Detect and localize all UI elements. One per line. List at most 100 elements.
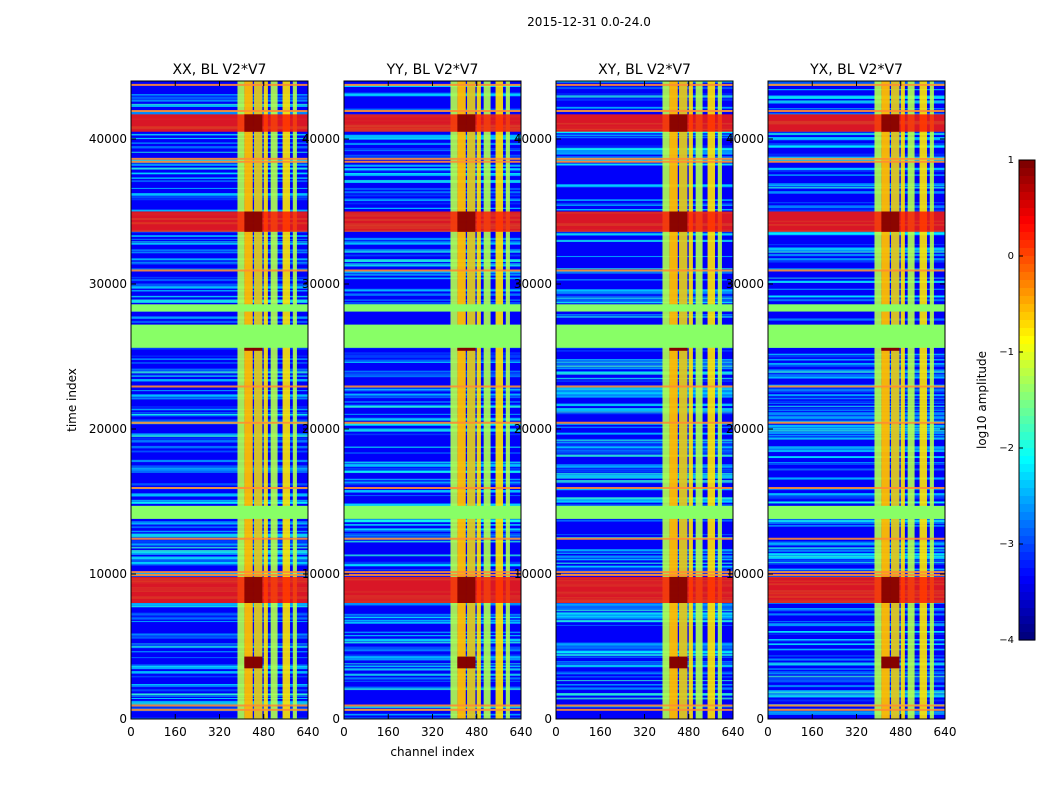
noise-line — [131, 525, 308, 528]
colorbar-segment — [1019, 408, 1035, 417]
colorbar-segment — [1019, 296, 1035, 305]
noise-line — [556, 95, 733, 98]
bright-channel-column — [450, 81, 458, 719]
noise-line — [768, 277, 945, 279]
noise-line — [344, 354, 521, 357]
flagged-band — [768, 304, 945, 312]
noise-line — [344, 688, 521, 691]
noise-line — [768, 400, 945, 402]
noise-line — [768, 693, 945, 695]
noise-line — [556, 163, 733, 166]
noise-line — [131, 278, 308, 282]
noise-line — [131, 196, 308, 199]
noise-line — [556, 438, 733, 441]
noise-line — [344, 533, 521, 536]
bright-channel-column — [237, 81, 245, 719]
noise-line — [556, 488, 733, 491]
noise-line — [131, 209, 308, 212]
noise-line — [344, 568, 521, 571]
noise-line — [344, 238, 521, 240]
noise-line — [344, 658, 521, 660]
x-tick-label: 320 — [208, 725, 231, 739]
noise-line — [768, 376, 945, 379]
noise-line — [768, 559, 945, 562]
heatmap-image — [768, 81, 945, 719]
noise-line — [768, 463, 945, 465]
flagged-band — [556, 324, 733, 348]
noise-line — [556, 464, 733, 468]
noise-line — [131, 540, 308, 543]
x-tick-label: 320 — [845, 725, 868, 739]
noise-line — [768, 639, 945, 642]
noise-line — [131, 95, 308, 98]
y-tick-label: 20000 — [302, 422, 340, 436]
noise-line — [344, 494, 521, 497]
noise-line — [344, 154, 521, 158]
noise-line — [344, 663, 521, 665]
noise-line — [768, 658, 945, 661]
noise-line — [556, 145, 733, 147]
hot-line — [131, 708, 308, 711]
colorbar-segment — [1019, 616, 1035, 625]
noise-line — [768, 247, 945, 250]
hot-line — [344, 421, 521, 424]
noise-line — [131, 522, 308, 525]
noise-line — [344, 273, 521, 275]
noise-line — [556, 131, 733, 134]
colorbar-segment — [1019, 512, 1035, 521]
noise-line — [131, 104, 308, 107]
x-tick-label: 0 — [127, 725, 135, 739]
colorbar-segment — [1019, 624, 1035, 633]
hot-line — [131, 574, 308, 576]
colorbar-tick-label: −4 — [999, 635, 1014, 646]
colorbar-segment — [1019, 400, 1035, 409]
noise-line — [131, 695, 308, 697]
x-tick-label: 160 — [377, 725, 400, 739]
noise-line — [768, 695, 945, 698]
x-tick-label: 320 — [421, 725, 444, 739]
saturated-patch — [244, 576, 263, 603]
heatmap-panel: XY, BL V2*V7 0 160 320 480 640 0 10000 20000 3000… — [514, 62, 745, 739]
y-tick-label: 0 — [119, 712, 127, 726]
noise-line — [556, 361, 733, 363]
noise-line — [131, 437, 308, 440]
noise-line — [131, 440, 308, 443]
noise-line — [131, 177, 308, 180]
noise-line — [556, 606, 733, 609]
noise-line — [768, 519, 945, 521]
noise-line — [556, 209, 733, 211]
noise-line — [131, 146, 308, 149]
noise-line — [344, 563, 521, 566]
noise-line — [131, 561, 308, 564]
noise-line — [131, 689, 308, 692]
y-tick-label: 20000 — [89, 422, 127, 436]
noise-line — [344, 481, 521, 483]
rfi-channel-column — [679, 81, 688, 719]
flagged-band — [344, 505, 521, 519]
noise-line — [556, 566, 733, 569]
noise-line — [768, 137, 945, 140]
noise-line — [556, 202, 733, 205]
noise-line — [131, 137, 308, 140]
saturated-patch — [457, 211, 476, 232]
colorbar-segment — [1019, 200, 1035, 209]
noise-line — [556, 449, 733, 452]
noise-line — [768, 202, 945, 204]
noise-line — [768, 297, 945, 299]
noise-line — [768, 671, 945, 673]
noise-line — [556, 653, 733, 657]
hot-line — [768, 537, 945, 540]
x-tick-label: 480 — [465, 725, 488, 739]
noise-line — [556, 395, 733, 398]
saturated-patch — [669, 576, 688, 603]
noise-line — [131, 646, 308, 649]
hot-line — [344, 708, 521, 711]
noise-line — [768, 690, 945, 692]
colorbar-segment — [1019, 544, 1035, 553]
x-tick-label: 480 — [889, 725, 912, 739]
noise-line — [131, 299, 308, 301]
noise-line — [556, 411, 733, 413]
noise-line — [556, 153, 733, 155]
noise-line — [131, 533, 308, 535]
noise-line — [556, 426, 733, 429]
